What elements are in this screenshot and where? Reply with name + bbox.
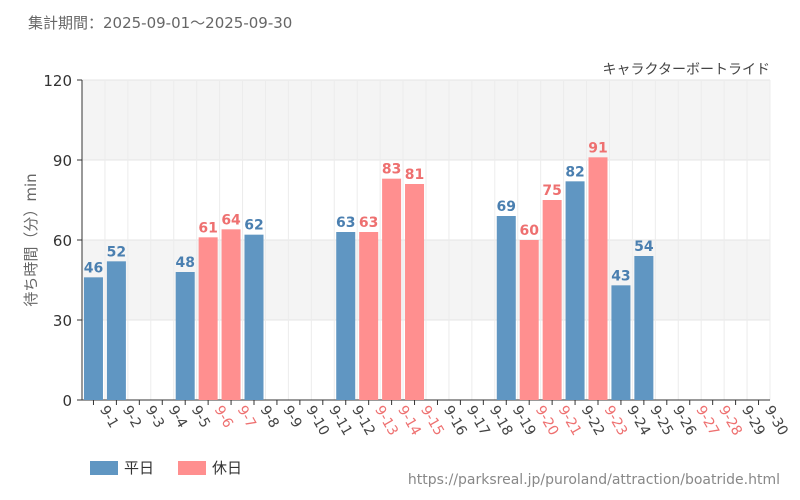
bar-9-20 — [519, 240, 539, 400]
x-tick-label: 9-5 — [188, 403, 213, 431]
chart-title: キャラクターボートライド — [603, 62, 770, 78]
bar-value-label: 82 — [565, 164, 584, 180]
bar-9-25 — [634, 256, 654, 400]
x-tick-label: 9-18 — [486, 403, 516, 439]
bars — [83, 157, 654, 400]
x-tick-label: 9-1 — [96, 403, 121, 431]
bar-9-13 — [359, 232, 379, 400]
bar-value-label: 81 — [405, 167, 424, 183]
x-tick-label: 9-6 — [211, 403, 236, 431]
bar-value-label: 48 — [175, 255, 194, 271]
x-tick-label: 9-27 — [692, 403, 722, 439]
x-tick-label: 9-2 — [119, 403, 144, 431]
x-tick-label: 9-7 — [234, 403, 259, 431]
x-tick-label: 9-12 — [348, 403, 378, 439]
bar-9-22 — [565, 181, 585, 400]
bar-value-label: 46 — [84, 260, 103, 276]
bar-9-2 — [106, 261, 126, 400]
legend-swatch-holiday — [178, 460, 207, 475]
bar-value-label: 75 — [542, 183, 561, 199]
bar-value-label: 61 — [198, 220, 217, 236]
x-tick-label: 9-10 — [302, 403, 332, 439]
x-tick-label: 9-15 — [417, 403, 447, 439]
bar-9-19 — [496, 216, 516, 400]
bar-value-label: 52 — [107, 244, 126, 260]
legend: 平日 休日 — [90, 457, 242, 478]
x-tick-label: 9-11 — [325, 403, 355, 439]
bar-value-label: 62 — [244, 218, 263, 234]
bar-value-label: 69 — [497, 199, 516, 215]
x-tick-label: 9-13 — [371, 403, 401, 439]
legend-label-weekday: 平日 — [124, 459, 155, 477]
x-tick-label: 9-24 — [623, 403, 653, 439]
x-tick-label: 9-25 — [646, 403, 676, 439]
bar-9-6 — [198, 237, 218, 400]
y-tick-labels: 0 30 60 90 120 — [43, 72, 72, 410]
axes — [77, 79, 770, 405]
x-tick-label: 9-26 — [669, 403, 699, 439]
y-axis-label: 待ち時間（分）min — [22, 173, 40, 306]
x-tick-label: 9-29 — [738, 403, 768, 439]
bar-value-label: 54 — [634, 239, 654, 255]
bar-value-label: 91 — [588, 140, 607, 156]
bar-9-23 — [588, 157, 608, 400]
legend-label-holiday: 休日 — [212, 459, 243, 477]
legend-item-weekday[interactable]: 平日 — [90, 457, 154, 478]
x-tick-label: 9-4 — [165, 403, 190, 431]
x-tick-label: 9-21 — [555, 403, 585, 439]
bar-value-label: 83 — [382, 162, 401, 178]
bar-value-label: 60 — [519, 223, 539, 239]
x-tick-label: 9-23 — [601, 403, 631, 439]
bar-9-24 — [611, 285, 631, 400]
y-tick-label: 0 — [62, 392, 72, 410]
x-tick-label: 9-3 — [142, 403, 167, 431]
x-tick-label: 9-28 — [715, 403, 745, 439]
legend-swatch-weekday — [90, 460, 118, 475]
bar-9-15 — [405, 184, 425, 400]
bar-value-label: 64 — [221, 212, 241, 228]
x-tick-label: 9-9 — [279, 403, 304, 431]
x-tick-label: 9-17 — [463, 403, 493, 439]
x-tick-label: 9-14 — [394, 403, 424, 439]
bar-9-8 — [244, 234, 264, 400]
source-url[interactable]: https://parksreal.jp/puroland/attraction… — [407, 472, 780, 488]
x-tick-labels: 9-19-29-39-49-59-69-79-89-99-109-119-129… — [96, 403, 791, 439]
y-tick-label: 120 — [43, 72, 72, 90]
y-tick-label: 60 — [53, 232, 72, 250]
bar-9-5 — [175, 272, 195, 400]
x-tick-label: 9-8 — [257, 403, 282, 431]
x-tick-label: 9-22 — [578, 403, 608, 439]
bar-value-label: 63 — [336, 215, 355, 231]
bar-9-1 — [83, 277, 103, 400]
bar-9-21 — [542, 200, 562, 400]
bar-9-14 — [382, 178, 402, 400]
bar-value-label: 63 — [359, 215, 378, 231]
period-label: 集計期間：2025-09-01～2025-09-30 — [28, 14, 293, 32]
bar-value-label: 43 — [611, 268, 630, 284]
x-tick-label: 9-20 — [532, 403, 562, 439]
x-tick-label: 9-30 — [761, 403, 791, 439]
x-tick-label: 9-19 — [509, 403, 539, 439]
bar-9-7 — [221, 229, 241, 400]
y-tick-label: 90 — [53, 152, 72, 170]
bar-9-12 — [336, 232, 356, 400]
legend-item-holiday[interactable]: 休日 — [178, 457, 242, 478]
x-tick-label: 9-16 — [440, 403, 470, 439]
y-tick-label: 30 — [53, 312, 72, 330]
